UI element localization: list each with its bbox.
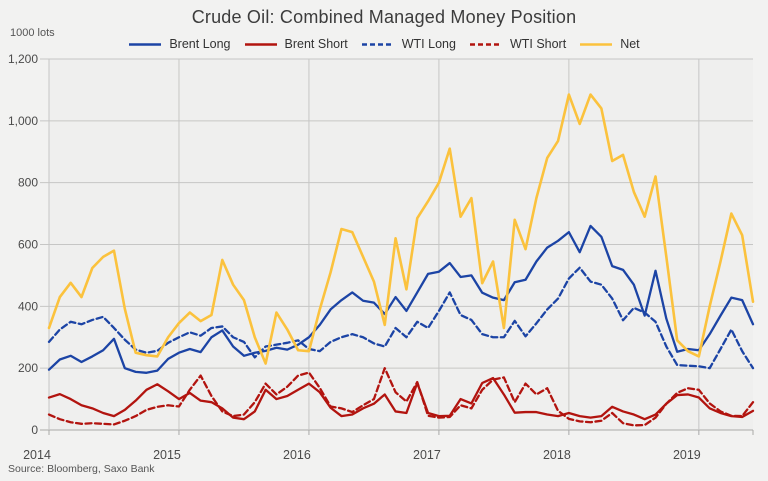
y-axis-label-400: 400 — [18, 299, 38, 313]
wti-short-line-icon — [469, 42, 503, 47]
legend-item-wti-short: WTI Short — [469, 37, 566, 51]
legend-label-wti-long: WTI Long — [401, 37, 456, 51]
x-axis-label-2015: 2015 — [153, 448, 181, 462]
y-axis-unit-label: 1000 lots — [10, 27, 55, 39]
brent-long-line-icon — [128, 42, 162, 47]
series-line-brent-long — [47, 224, 755, 374]
legend-item-net: Net — [579, 37, 640, 51]
brent-short-line-icon — [244, 42, 278, 47]
y-axis-label-1200: 1,200 — [8, 52, 38, 66]
legend-label-brent-long: Brent Long — [169, 37, 231, 51]
x-axis-label-2014: 2014 — [23, 448, 51, 462]
y-axis-label-200: 200 — [18, 361, 38, 375]
legend-item-brent-long: Brent Long — [128, 37, 231, 51]
x-axis-label-2016: 2016 — [283, 448, 311, 462]
x-axis-label-2017: 2017 — [413, 448, 441, 462]
series-line-wti-long — [47, 266, 755, 370]
x-axis-label-2019: 2019 — [673, 448, 701, 462]
legend-label-brent-short: Brent Short — [284, 37, 348, 51]
legend-label-net: Net — [620, 37, 640, 51]
y-axis-label-600: 600 — [18, 238, 38, 252]
chart-title: Crude Oil: Combined Managed Money Positi… — [191, 7, 577, 27]
wti-long-line-icon — [361, 42, 395, 47]
y-axis-label-800: 800 — [18, 176, 38, 190]
legend-label-wti-short: WTI Short — [509, 37, 567, 51]
y-axis-label-1000: 1,000 — [8, 114, 38, 128]
y-axis-label-0: 0 — [31, 423, 38, 437]
legend: Brent Long Brent Short WTI Long WTI Shor… — [0, 37, 768, 51]
series-line-brent-short — [47, 376, 755, 421]
series-line-wti-short — [47, 367, 755, 427]
series-line-net — [47, 93, 755, 365]
x-axis-label-2018: 2018 — [543, 448, 571, 462]
legend-item-brent-short: Brent Short — [244, 37, 348, 51]
source-note: Source: Bloomberg, Saxo Bank — [8, 463, 155, 475]
legend-item-wti-long: WTI Long — [361, 37, 456, 51]
net-line-icon — [579, 42, 613, 47]
